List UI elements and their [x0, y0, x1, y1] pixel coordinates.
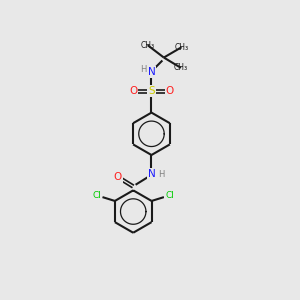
Text: CH₃: CH₃	[174, 63, 188, 72]
Text: O: O	[166, 86, 174, 96]
Text: CH₃: CH₃	[174, 43, 189, 52]
Text: Cl: Cl	[92, 191, 101, 200]
Text: H: H	[158, 169, 164, 178]
Text: S: S	[148, 86, 155, 96]
Text: CH₃: CH₃	[141, 41, 155, 50]
Text: Cl: Cl	[165, 191, 174, 200]
Text: O: O	[114, 172, 122, 182]
Text: N: N	[148, 67, 155, 77]
Text: N: N	[148, 169, 155, 179]
Text: H: H	[140, 65, 146, 74]
Text: O: O	[129, 86, 137, 96]
